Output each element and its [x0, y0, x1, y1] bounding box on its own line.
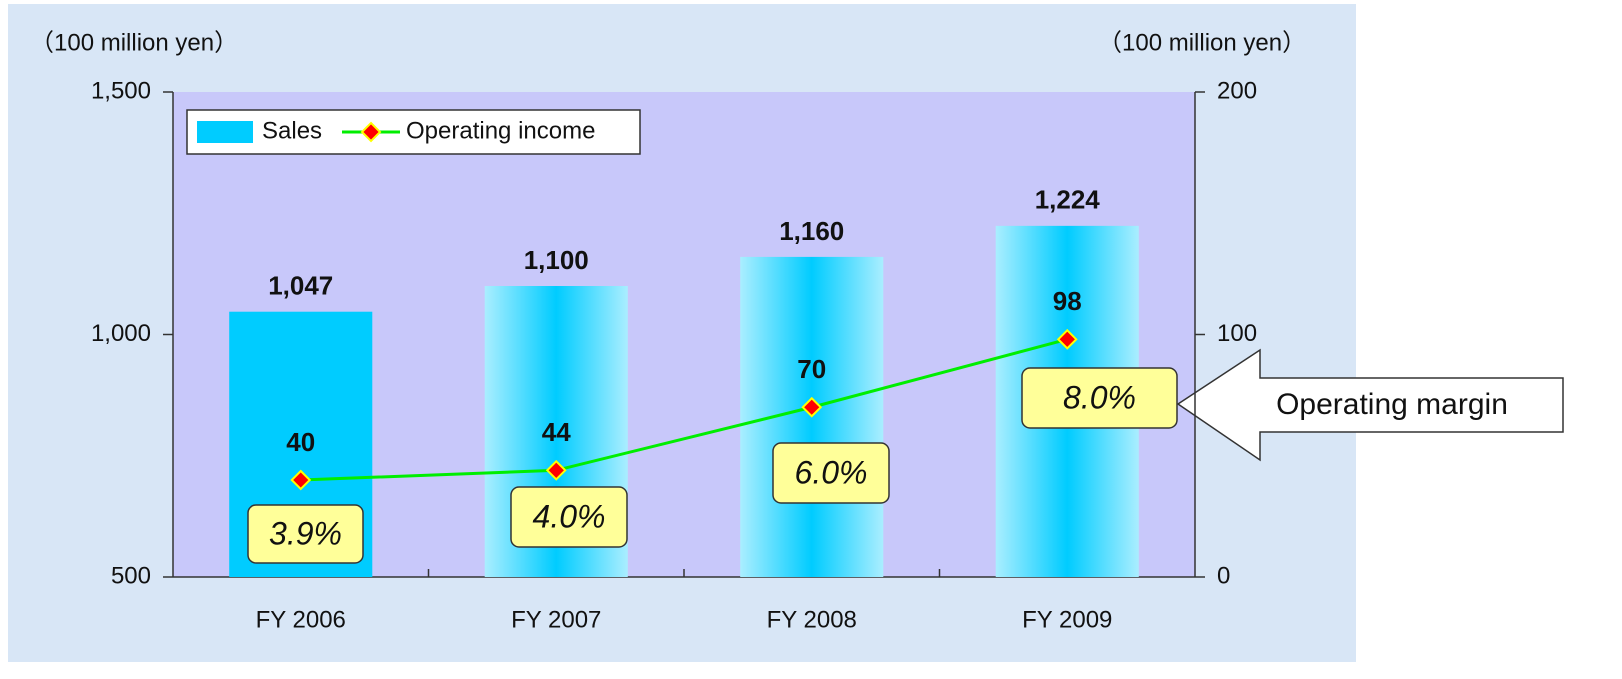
x-tick-label: FY 2006	[256, 606, 346, 633]
legend-box	[186, 109, 641, 155]
y2-axis-label: （100 million yen）	[1098, 29, 1306, 56]
bar-value-label: 1,160	[779, 216, 844, 246]
x-tick-label: FY 2009	[1022, 606, 1112, 633]
y2-tick-label: 200	[1217, 77, 1257, 104]
line-value-label: 40	[286, 427, 315, 457]
legend-label: Sales	[262, 117, 322, 144]
margin-box	[1021, 367, 1178, 429]
bar-value-label: 1,224	[1035, 185, 1101, 215]
line	[300, 337, 1068, 482]
margin-box	[772, 442, 890, 504]
margin-label: 4.0%	[533, 498, 606, 534]
callout-text: Operating margin	[1276, 388, 1508, 421]
line-value-label: 44	[542, 417, 571, 447]
y2-tick-label: 0	[1217, 562, 1230, 589]
line-value-label: 98	[1053, 286, 1082, 316]
marker	[801, 396, 823, 418]
bar-value-label: 1,047	[268, 271, 333, 301]
legend-swatch	[197, 121, 253, 143]
y-axis-label: （100 million yen）	[30, 29, 238, 56]
x-tick-label: FY 2008	[767, 606, 857, 633]
callout-arrow	[1176, 348, 1564, 462]
margin-label: 3.9%	[269, 515, 342, 551]
x-tick-label: FY 2007	[511, 606, 601, 633]
y-tick-label: 1,000	[91, 320, 151, 347]
legend-marker	[360, 121, 382, 143]
marker	[290, 469, 312, 491]
y-tick-label: 500	[111, 562, 151, 589]
line-value-label: 70	[797, 354, 826, 384]
legend-label: Operating income	[406, 117, 595, 144]
y2-tick-label: 100	[1217, 320, 1257, 347]
margin-label: 8.0%	[1063, 379, 1136, 415]
bar-value-label: 1,100	[524, 245, 589, 275]
margin-label: 6.0%	[795, 454, 868, 490]
y-tick-label: 1,500	[91, 77, 151, 104]
margin-box	[510, 486, 628, 548]
marker	[545, 459, 567, 481]
marker	[1056, 328, 1078, 350]
margin-box	[247, 504, 364, 564]
